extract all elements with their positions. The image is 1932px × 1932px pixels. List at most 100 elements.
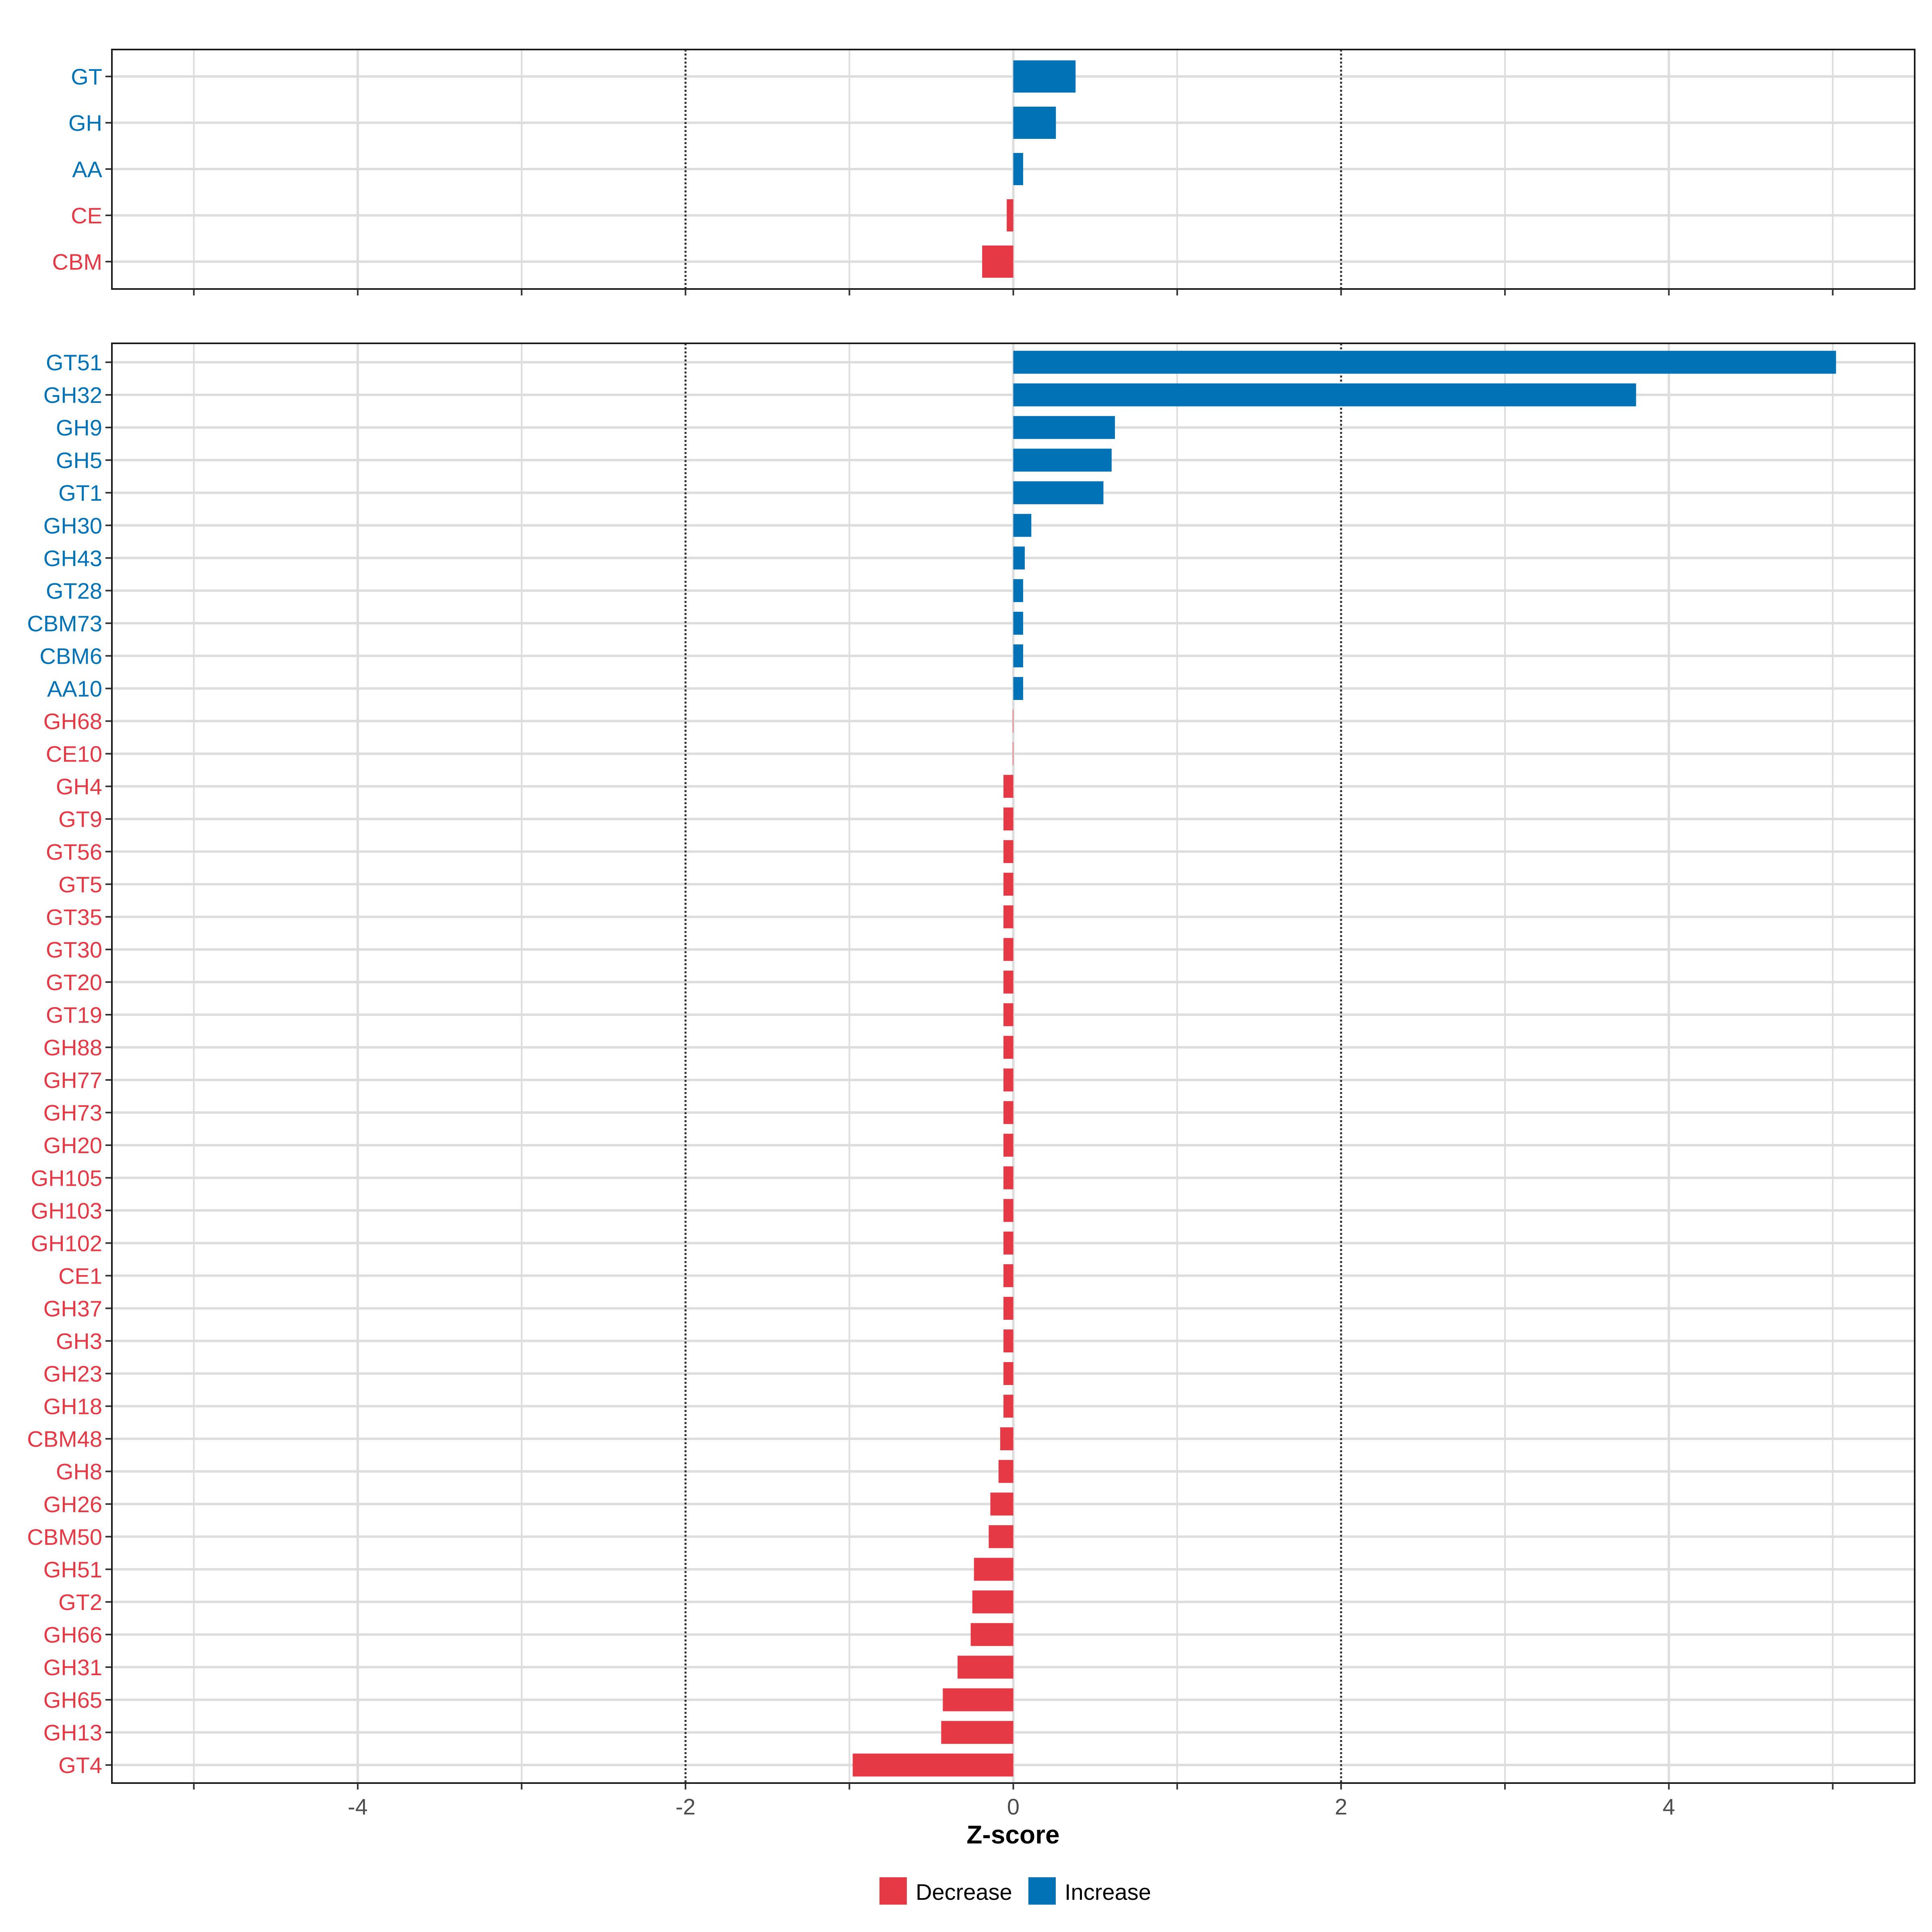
bar-GT30 <box>1003 938 1013 961</box>
y-tick-label: GH68 <box>43 709 102 734</box>
bar-GT19 <box>1003 1003 1013 1026</box>
bar-GH32 <box>1013 383 1636 407</box>
legend-increase-swatch <box>1028 1877 1056 1905</box>
bar-GH105 <box>1003 1166 1013 1189</box>
legend: Decrease Increase <box>879 1877 1151 1905</box>
y-tick-label: GT35 <box>46 904 102 930</box>
y-tick-label: AA10 <box>47 676 102 702</box>
bar-GH43 <box>1013 546 1025 570</box>
bar-GH51 <box>974 1558 1013 1581</box>
bar-GT35 <box>1003 905 1013 929</box>
x-axis-title: Z-score <box>966 1820 1059 1849</box>
y-tick-label: GH32 <box>43 382 102 408</box>
bar-GH77 <box>1003 1068 1013 1092</box>
bar-GT4 <box>852 1753 1013 1777</box>
y-tick-label: CE10 <box>46 741 102 767</box>
y-tick-label: GT28 <box>46 578 102 603</box>
x-tick-label: 0 <box>1007 1794 1020 1819</box>
y-tick-label: GT56 <box>46 839 102 865</box>
y-tick-label: GH3 <box>56 1329 102 1354</box>
bar-GH73 <box>1003 1101 1013 1124</box>
bar-GH65 <box>943 1688 1013 1711</box>
y-tick-label: GT4 <box>58 1752 102 1778</box>
x-tick-label: 4 <box>1663 1794 1675 1819</box>
bar-GH31 <box>958 1655 1013 1679</box>
bar-AA <box>1013 153 1023 185</box>
y-tick-label: GH73 <box>43 1100 102 1125</box>
y-tick-label: GH <box>68 110 102 136</box>
bar-GH66 <box>970 1623 1013 1646</box>
y-tick-label: CBM6 <box>39 643 102 669</box>
y-tick-label: GH8 <box>56 1459 102 1484</box>
y-tick-label: CE <box>71 203 102 228</box>
y-tick-label: GH105 <box>31 1165 102 1191</box>
bar-GT <box>1013 60 1076 93</box>
y-tick-label: GH4 <box>56 774 102 799</box>
bar-CBM48 <box>1000 1427 1013 1451</box>
bar-CBM6 <box>1013 644 1023 667</box>
bar-GH3 <box>1003 1329 1013 1352</box>
x-tick-label: 2 <box>1335 1794 1347 1819</box>
y-tick-label: GH77 <box>43 1067 102 1093</box>
y-tick-label: GT51 <box>46 350 102 375</box>
y-tick-label: GH30 <box>43 513 102 538</box>
legend-decrease-swatch <box>879 1877 907 1905</box>
bar-CBM73 <box>1013 611 1023 635</box>
bar-GH5 <box>1013 448 1112 472</box>
y-tick-label: CBM50 <box>27 1524 102 1550</box>
y-tick-label: GH65 <box>43 1687 102 1713</box>
y-tick-label: GH18 <box>43 1394 102 1419</box>
y-tick-label: GH103 <box>31 1198 102 1223</box>
bar-GH102 <box>1003 1231 1013 1255</box>
bar-CBM50 <box>989 1525 1013 1548</box>
bar-AA10 <box>1013 677 1023 700</box>
top-panel: GT GH AA CE CBM <box>52 49 1915 295</box>
bar-CE1 <box>1003 1264 1013 1287</box>
y-tick-label: GT5 <box>58 872 102 897</box>
y-tick-label: GT9 <box>58 807 102 832</box>
y-tick-label: CBM73 <box>27 611 102 636</box>
y-tick-label: GT20 <box>46 970 102 995</box>
bar-GH88 <box>1003 1036 1013 1059</box>
bar-GH9 <box>1013 416 1115 439</box>
legend-increase-label: Increase <box>1065 1879 1151 1905</box>
y-tick-label: GT1 <box>58 480 102 506</box>
bar-GT5 <box>1003 873 1013 896</box>
bar-GH4 <box>1003 775 1013 798</box>
y-tick-label: CE1 <box>58 1263 102 1288</box>
y-tick-label: GH5 <box>56 448 102 473</box>
y-tick-label: GH43 <box>43 545 102 571</box>
bar-GT2 <box>972 1590 1013 1614</box>
bar-GH8 <box>998 1460 1013 1483</box>
bar-GT56 <box>1003 840 1013 863</box>
y-tick-label: GH51 <box>43 1557 102 1582</box>
y-tick-label: GH9 <box>56 415 102 440</box>
bar-GH30 <box>1013 514 1032 537</box>
bottom-panel: GT51GH32GH9GH5GT1GH30GH43GT28CBM73CBM6AA… <box>27 343 1915 1819</box>
y-tick-label: GH37 <box>43 1296 102 1321</box>
y-tick-label: AA <box>72 157 102 182</box>
bar-GH <box>1013 107 1056 139</box>
bar-GH23 <box>1003 1362 1013 1385</box>
y-tick-label: GH20 <box>43 1133 102 1158</box>
bar-GH103 <box>1003 1199 1013 1222</box>
legend-decrease-label: Decrease <box>916 1879 1012 1905</box>
y-tick-label: GH26 <box>43 1492 102 1517</box>
y-tick-label: CBM <box>52 249 102 275</box>
y-tick-label: GT19 <box>46 1002 102 1028</box>
bar-CBM <box>982 246 1013 278</box>
y-tick-label: GH23 <box>43 1361 102 1387</box>
y-tick-label: GH88 <box>43 1035 102 1060</box>
bar-GH20 <box>1003 1133 1013 1157</box>
bar-GH37 <box>1003 1296 1013 1320</box>
bar-GT51 <box>1013 351 1836 374</box>
x-tick-label: -4 <box>348 1794 368 1819</box>
y-tick-label: GT30 <box>46 937 102 962</box>
y-tick-label: GH13 <box>43 1720 102 1745</box>
y-tick-label: GT2 <box>58 1589 102 1615</box>
bar-GH13 <box>941 1721 1013 1744</box>
y-tick-label: GT <box>71 64 102 89</box>
y-tick-label: GH31 <box>43 1655 102 1680</box>
bar-GT9 <box>1003 807 1013 831</box>
